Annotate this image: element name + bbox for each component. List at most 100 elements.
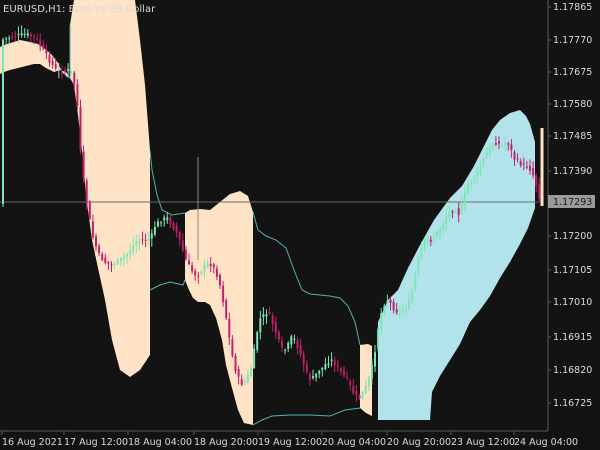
candle-body (219, 275, 221, 286)
candle-body (274, 322, 277, 333)
candle-body (82, 151, 85, 178)
candle-body (346, 376, 349, 378)
candle-body (321, 368, 324, 371)
candle-body (147, 239, 150, 241)
candle-body (160, 222, 163, 224)
candle-body (76, 84, 79, 106)
candle-body (250, 368, 252, 377)
candle-body (191, 265, 194, 272)
price-label: 1.17865 (553, 2, 592, 13)
candle-body (119, 258, 122, 261)
time-label: 18 Aug 04:00 (128, 437, 192, 448)
candle-body (8, 38, 11, 40)
candle-body (463, 191, 466, 206)
candle-body (150, 233, 153, 239)
candle-body (451, 211, 454, 213)
time-label: 20 Aug 20:00 (387, 437, 451, 448)
candle-body (386, 301, 389, 304)
price-label: 1.17200 (553, 231, 592, 242)
candle-body (442, 224, 445, 230)
candle-body (197, 275, 200, 277)
candle-body (401, 310, 404, 312)
candle-body (488, 146, 491, 155)
candle-body (277, 331, 280, 340)
candle-body (234, 355, 237, 372)
candle-body (163, 217, 166, 221)
channel-lower-line-2 (252, 407, 361, 426)
candle-body (367, 377, 370, 387)
price-label: 1.17770 (553, 35, 592, 46)
candle-body (389, 299, 392, 303)
candle-body (392, 302, 395, 311)
candle-body (522, 163, 525, 165)
candle-body (79, 106, 82, 151)
candle-body (178, 231, 181, 240)
candle-body (467, 184, 469, 194)
candle-body (432, 237, 435, 239)
candle-body (380, 313, 383, 330)
candle-body (516, 158, 519, 160)
time-label: 23 Aug 12:00 (451, 437, 515, 448)
candle-body (57, 69, 60, 71)
candle-body (398, 310, 401, 312)
candle-body (23, 33, 26, 36)
candle-body (436, 231, 438, 238)
candle-body (525, 166, 528, 168)
candle-body (535, 175, 538, 186)
candle-body (237, 369, 240, 377)
candle-body (39, 39, 42, 46)
candle-body (318, 371, 321, 374)
candle-body (141, 239, 144, 241)
candle-body (287, 343, 290, 349)
candle-body (476, 170, 479, 177)
candle-body (296, 340, 299, 349)
candle-body (336, 364, 339, 367)
current-price-label: 1.17293 (553, 197, 592, 208)
candle-body (169, 217, 172, 225)
candle-body (17, 33, 20, 35)
candle-body (194, 271, 197, 276)
candle-body (308, 374, 311, 380)
blue-channel (378, 110, 535, 420)
candle-body (339, 368, 342, 372)
candle-body (457, 208, 460, 215)
candle-body (343, 370, 345, 375)
candle-body (33, 35, 35, 37)
candle-body (45, 50, 48, 54)
candle-body (188, 260, 190, 265)
candle-body (246, 374, 249, 382)
candle-body (116, 259, 119, 265)
candle-body (110, 264, 113, 266)
candle-body (70, 71, 73, 73)
symbol-title: EURUSD,H1: Euro vs US Dollar (3, 4, 156, 15)
candle-body (268, 311, 271, 314)
candle-body (284, 350, 287, 351)
candle-body (460, 202, 463, 213)
candle-body (20, 33, 23, 36)
candle-body (485, 152, 488, 159)
candle-body (172, 222, 175, 229)
candle-body (361, 391, 364, 399)
candle-body (302, 354, 305, 365)
candle-body (417, 257, 420, 274)
candle-body (312, 376, 314, 379)
candle-body (132, 244, 135, 252)
candle-body (91, 221, 94, 238)
candle-body (383, 306, 386, 315)
time-label: 19 Aug 12:00 (258, 437, 322, 448)
candle-body (212, 264, 215, 268)
price-label: 1.17485 (553, 131, 592, 142)
time-label: 16 Aug 2021 (2, 437, 63, 448)
candle-body (414, 273, 417, 290)
candle-body (507, 143, 510, 145)
candle-body (225, 300, 228, 319)
candle-body (315, 373, 318, 378)
candle-body (256, 332, 259, 350)
candle-body (355, 391, 358, 395)
candle-body (64, 70, 66, 72)
candle-body (166, 217, 169, 221)
candle-body (299, 345, 302, 355)
candle-body (215, 268, 218, 277)
